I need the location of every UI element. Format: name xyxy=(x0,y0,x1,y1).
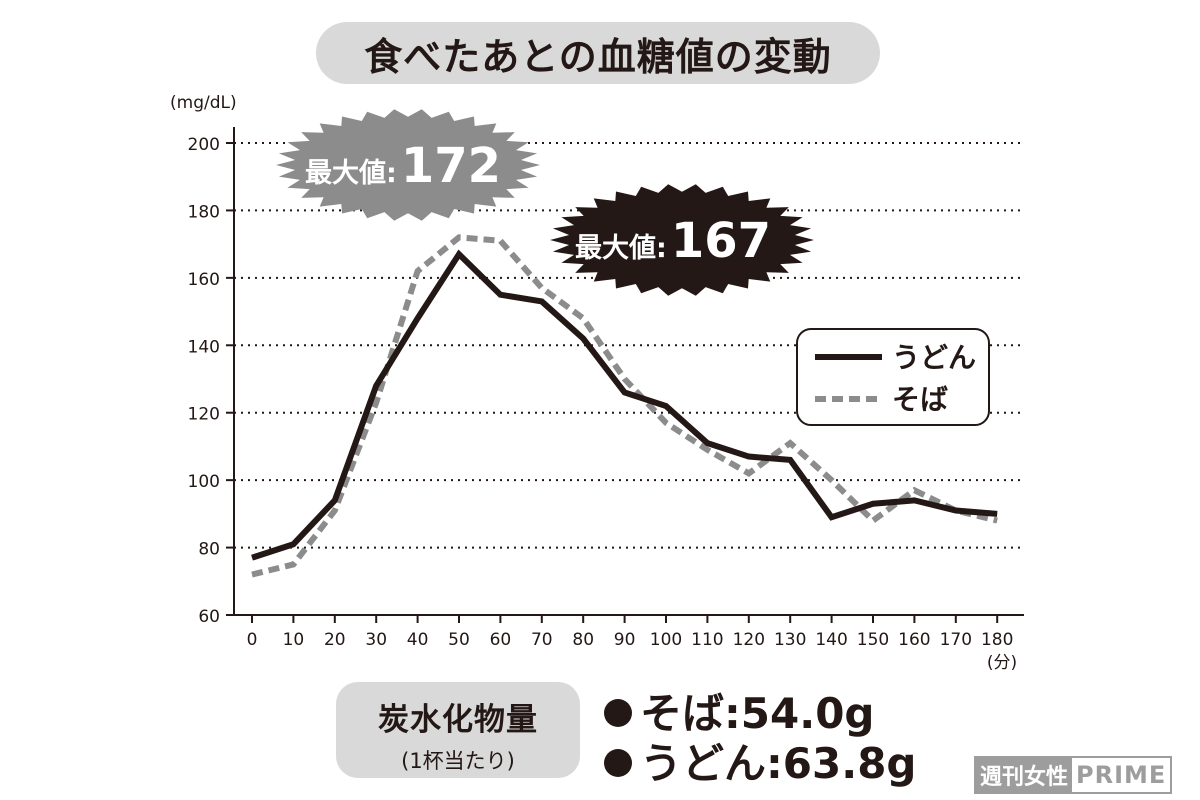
annotation-soba-label: 最大値: xyxy=(305,158,397,189)
x-axis-label: (分) xyxy=(987,653,1017,673)
y-tick-label-60: 60 xyxy=(198,607,220,627)
x-tick-label-90: 90 xyxy=(614,630,636,650)
x-tick-label-160: 160 xyxy=(898,630,930,650)
annotation-udon-value: 167 xyxy=(671,213,771,269)
y-axis-ticks: 60 80 100 120 140 160 180 200 xyxy=(188,135,234,627)
x-tick-label-140: 140 xyxy=(815,630,847,650)
legend-label-udon: うどん xyxy=(892,341,976,374)
x-tick-label-80: 80 xyxy=(572,630,594,650)
x-tick-label-30: 30 xyxy=(365,630,387,650)
annotation-udon-label: 最大値: xyxy=(575,233,667,264)
carbohydrate-title: 炭水化物量 xyxy=(378,702,538,738)
burst-black-shape xyxy=(550,184,814,296)
legend-box xyxy=(796,328,990,426)
bullet-dot xyxy=(604,748,632,777)
series-line-soba xyxy=(251,234,998,578)
carb-item-soba: そば:54.0g xyxy=(604,680,875,741)
x-tick-label-150: 150 xyxy=(857,630,889,650)
watermark-part1: 週刊女性 xyxy=(976,757,1073,793)
carbohydrate-pill: 炭水化物量 (1杯当たり) xyxy=(336,682,580,778)
x-tick-label-50: 50 xyxy=(448,630,470,650)
blood-glucose-chart: 60 80 100 120 140 160 180 200 0 10 20 30 40 50 60 70 80… xyxy=(170,93,1024,673)
x-tick-label-100: 100 xyxy=(650,630,682,650)
carb-item-soba-text: そば:54.0g xyxy=(640,689,875,738)
annotation-max-soba: 最大値:172 xyxy=(276,109,540,221)
legend-label-soba: そば xyxy=(892,383,948,416)
x-tick-label-170: 170 xyxy=(940,630,972,650)
x-axis-ticks: 0 10 20 30 40 50 60 70 80 90 100 110 120 130 140 150 160… xyxy=(247,615,1013,650)
y-tick-label-120: 120 xyxy=(188,405,220,425)
annotation-soba-value: 172 xyxy=(401,138,501,194)
series-lines xyxy=(251,234,998,578)
y-tick-label-140: 140 xyxy=(188,337,220,357)
series-line-udon xyxy=(251,249,998,561)
x-tick-label-110: 110 xyxy=(691,630,723,650)
carbohydrate-subtitle: (1杯当たり) xyxy=(401,749,515,773)
bullet-dot xyxy=(604,698,632,727)
x-tick-label-120: 120 xyxy=(733,630,765,650)
x-tick-label-40: 40 xyxy=(407,630,429,650)
y-tick-label-180: 180 xyxy=(188,202,220,222)
y-tick-label-200: 200 xyxy=(188,135,220,155)
watermark-logo: 週刊女性 PRIME xyxy=(974,756,1173,794)
svg-text:最大値:167: 最大値:167 xyxy=(575,213,771,269)
carb-item-udon-text: うどん:63.8g xyxy=(640,739,917,788)
chart-title-pill: 食べたあとの血糖値の変動 xyxy=(316,22,880,84)
x-tick-label-70: 70 xyxy=(531,630,553,650)
x-tick-label-10: 10 xyxy=(283,630,305,650)
y-tick-label-160: 160 xyxy=(188,270,220,290)
y-tick-label-80: 80 xyxy=(198,540,220,560)
chart-title: 食べたあとの血糖値の変動 xyxy=(364,34,832,79)
x-tick-label-130: 130 xyxy=(774,630,806,650)
y-axis-label: (mg/dL) xyxy=(170,93,237,113)
x-tick-label-20: 20 xyxy=(324,630,346,650)
axes xyxy=(233,127,1024,616)
burst-gray-shape xyxy=(276,109,540,221)
annotation-max-udon: 最大値:167 xyxy=(550,184,814,296)
x-tick-label-60: 60 xyxy=(490,630,512,650)
watermark-part2: PRIME xyxy=(1076,761,1167,789)
x-tick-label-0: 0 xyxy=(247,630,258,650)
svg-text:最大値:172: 最大値:172 xyxy=(305,138,501,194)
y-tick-label-100: 100 xyxy=(188,472,220,492)
carb-item-udon: うどん:63.8g xyxy=(604,730,917,791)
x-tick-label-180: 180 xyxy=(981,630,1013,650)
legend: うどん そば xyxy=(796,328,990,426)
